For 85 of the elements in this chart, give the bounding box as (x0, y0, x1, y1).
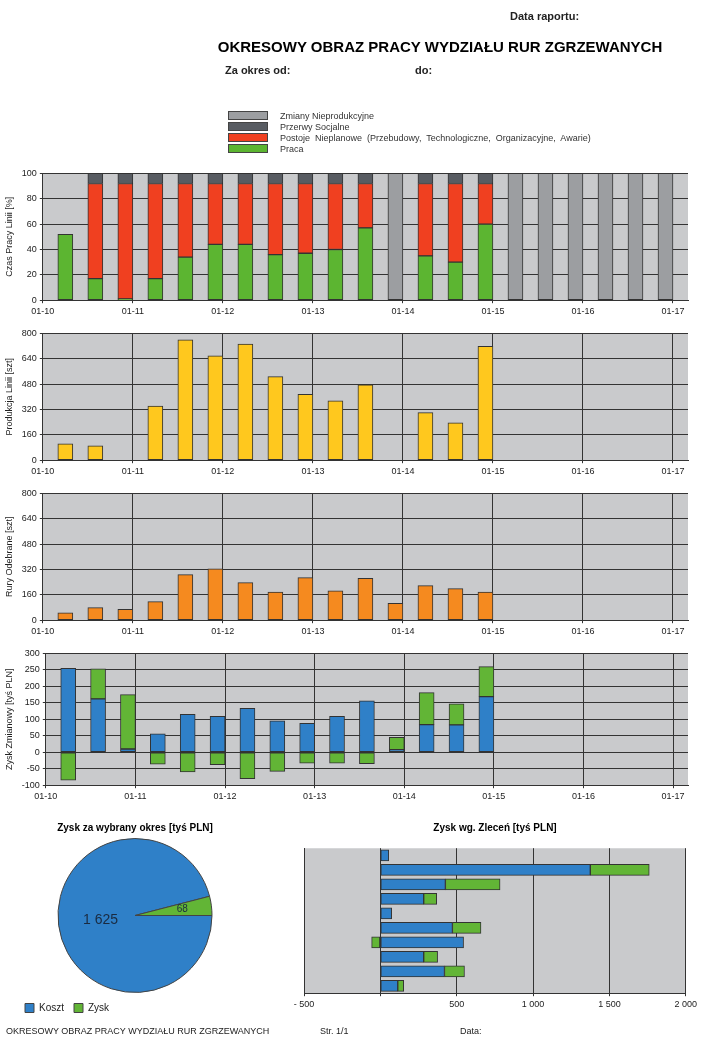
x-tick-label: 01-11 (124, 791, 147, 802)
text: Str. 1/1 (320, 1026, 349, 1036)
x-tick-label: 01-15 (481, 626, 505, 637)
y-tick-label: 20 (26, 269, 37, 280)
y-tick-label: 250 (24, 664, 40, 675)
x-tick-label: 01-16 (571, 466, 595, 477)
y-tick-label: 800 (21, 487, 37, 498)
x-tick-label: 01-14 (391, 466, 415, 477)
y-axis-title: Zysk Zmianowy [tyś PLN] (3, 668, 14, 771)
legend-label: Praca (280, 143, 304, 154)
chart-title: OKRESOWY OBRAZ PRACY WYDZIAŁU RUR ZGRZEWANYCH (216, 38, 664, 55)
x-tick-label: 01-16 (571, 626, 595, 637)
x-tick-label: 01-12 (211, 466, 235, 477)
y-tick-label: -100 (21, 779, 40, 790)
y-tick-label: 200 (24, 680, 40, 691)
y-axis-title: Czas Pracy Linii [%] (3, 196, 14, 277)
x-tick-label: 01-12 (211, 626, 235, 637)
y-tick-label: 0 (31, 614, 37, 625)
x-tick-label: 01-11 (121, 306, 145, 317)
x-tick-label: 01-17 (661, 466, 685, 477)
x-tick-label: 01-17 (661, 306, 685, 317)
x-tick-label: 01-10 (34, 791, 58, 802)
y-tick-label: 100 (24, 713, 40, 724)
x-tick-label: 01-11 (121, 466, 145, 477)
x-tick-label: 01-11 (121, 626, 145, 637)
data-label: 1 625 (83, 910, 119, 927)
x-tick-label: 01-16 (571, 306, 595, 317)
y-tick-label: 150 (24, 697, 40, 708)
y-tick-label: 50 (29, 730, 40, 741)
x-tick-label: 01-16 (571, 791, 595, 802)
text: OKRESOWY OBRAZ PRACY WYDZIAŁU RUR ZGRZEWANYCH (6, 1026, 270, 1036)
y-axis-title: Produkcja Linii [szt] (3, 358, 14, 436)
legend-label: Zmiany Nieprodukcyjne (280, 110, 375, 121)
y-tick-label: 300 (24, 647, 40, 658)
x-tick-label: 01-15 (481, 466, 505, 477)
x-tick-label: 01-14 (392, 791, 416, 802)
text: Data: (460, 1026, 482, 1036)
y-tick-label: 160 (21, 429, 37, 440)
x-tick-label: 01-17 (661, 626, 685, 637)
text: do: (415, 64, 433, 76)
y-tick-label: 0 (31, 294, 37, 305)
y-tick-label: 640 (21, 513, 37, 524)
x-tick-label: 01-13 (303, 791, 327, 802)
y-tick-label: -50 (26, 763, 40, 774)
chart-title: Zysk wg. Zleceń [tyś PLN] (432, 822, 558, 833)
x-tick-label: 01-12 (211, 306, 235, 317)
y-tick-label: 800 (21, 327, 37, 338)
x-tick-label: 01-14 (391, 306, 415, 317)
x-tick-label: 01-13 (301, 626, 325, 637)
legend-label: Koszt (39, 1001, 65, 1013)
y-tick-label: 100 (21, 167, 37, 178)
x-tick-label: 2 000 (674, 999, 697, 1010)
x-tick-label: 1 000 (521, 999, 545, 1010)
x-tick-label: - 500 (293, 999, 315, 1010)
x-tick-label: 01-10 (31, 626, 55, 637)
x-tick-label: 01-13 (301, 306, 325, 317)
x-tick-label: 01-14 (391, 626, 415, 637)
y-tick-label: 40 (26, 243, 37, 254)
data-label: 68 (176, 903, 189, 915)
y-axis-title: Rury Odebrane [szt] (3, 516, 14, 598)
y-tick-label: 0 (31, 454, 37, 465)
x-tick-label: 01-12 (213, 791, 237, 802)
y-tick-label: 640 (21, 353, 37, 364)
y-tick-label: 320 (21, 403, 37, 414)
chart-title: Zysk za wybrany okres [tyś PLN] (56, 822, 214, 833)
y-tick-label: 60 (26, 218, 37, 229)
y-tick-label: 480 (21, 538, 37, 549)
x-tick-label: 01-17 (661, 791, 685, 802)
x-tick-label: 1 500 (598, 999, 621, 1010)
y-tick-label: 80 (26, 193, 37, 204)
legend-label: Zysk (88, 1001, 111, 1013)
y-tick-label: 480 (21, 378, 37, 389)
legend-label: Postoje Nieplanowe (Przebudowy, Technologiczne, Organizacyjne, Awarie) (280, 132, 591, 143)
x-tick-label: 01-15 (481, 306, 505, 317)
y-tick-label: 320 (21, 563, 37, 574)
text: Za okres od: (225, 64, 291, 76)
x-tick-label: 01-15 (482, 791, 506, 802)
y-tick-label: 160 (21, 589, 37, 600)
x-tick-label: 500 (449, 999, 465, 1010)
legend-label: Przerwy Socjalne (280, 121, 350, 132)
x-tick-label: 01-10 (31, 306, 55, 317)
x-tick-label: 01-10 (31, 466, 55, 477)
text: Data raportu: (510, 10, 580, 22)
x-tick-label: 01-13 (301, 466, 325, 477)
y-tick-label: 0 (34, 746, 40, 757)
